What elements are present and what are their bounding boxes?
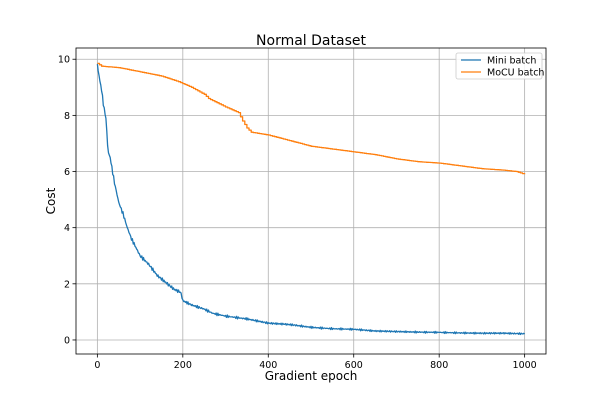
y-tick-label: 6 bbox=[64, 167, 70, 178]
legend: Mini batch MoCU batch bbox=[455, 52, 544, 80]
plot-lines bbox=[96, 62, 526, 336]
x-tick-label: 200 bbox=[174, 360, 192, 371]
y-tick-label: 2 bbox=[64, 279, 70, 290]
y-axis-label: Cost bbox=[44, 187, 58, 214]
chart-title: Normal Dataset bbox=[256, 33, 366, 49]
gridlines bbox=[76, 48, 546, 354]
legend-label-mini-batch: Mini batch bbox=[487, 56, 536, 67]
y-tick-label: 4 bbox=[64, 223, 70, 234]
series-line-mini-batch bbox=[96, 64, 526, 336]
y-tick-label: 0 bbox=[64, 335, 70, 346]
plot-frame bbox=[75, 47, 547, 355]
x-tick-label: 600 bbox=[345, 360, 363, 371]
x-tick-label: 800 bbox=[430, 360, 448, 371]
y-axis-ticks: 0 2 4 6 8 10 bbox=[58, 55, 76, 346]
x-tick-label: 1000 bbox=[513, 360, 537, 371]
y-tick-label: 8 bbox=[64, 111, 70, 122]
x-tick-label: 0 bbox=[94, 360, 100, 371]
series-line-mocu-batch bbox=[97, 62, 526, 175]
x-tick-label: 400 bbox=[259, 360, 277, 371]
y-tick-label: 10 bbox=[58, 55, 70, 66]
x-axis-label: Gradient epoch bbox=[265, 369, 358, 383]
x-axis-ticks: 0 200 400 600 800 1000 bbox=[94, 354, 537, 371]
legend-label-mocu-batch: MoCU batch bbox=[487, 68, 544, 79]
